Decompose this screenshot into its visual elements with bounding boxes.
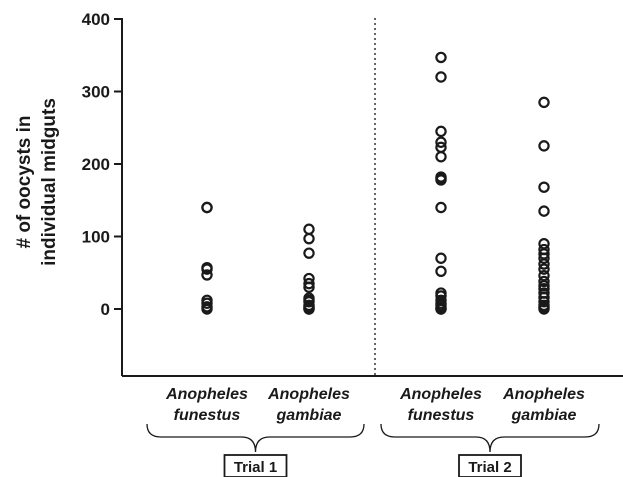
data-point [538,181,550,193]
data-point [538,140,550,152]
y-tick-label: 400 [82,10,110,29]
data-points [201,51,550,315]
data-point [538,252,550,264]
data-point [303,296,315,308]
data-point [435,51,447,64]
data-point [538,96,550,109]
category-label: Anopheles [165,386,248,403]
category-labels: Anopheles funestus Anopheles gambiae Anophel… [165,386,585,424]
data-point [435,201,447,214]
trial-label-box [458,454,522,477]
data-point [538,296,550,308]
data-point [538,205,550,217]
trial-label: Trial 1 [234,459,277,476]
data-point [435,151,447,163]
y-axis-label-line-1: # of oocysts in [14,115,35,248]
data-point [303,277,315,290]
category-label: gambiae [511,407,577,424]
category-label: funestus [174,407,241,424]
data-point [201,303,213,315]
data-point [435,71,447,83]
category-label: Anopheles [267,386,350,403]
data-point [435,136,447,148]
y-tick-label: 100 [82,228,110,247]
data-point [538,258,550,270]
data-point [201,263,213,275]
data-point [201,269,213,281]
data-point [435,125,447,138]
y-axis-label-line-2: individual midguts [39,98,60,266]
trial-brace [380,423,600,453]
data-point [303,281,315,293]
trial-label-box [223,454,288,477]
y-tick-label: 300 [82,83,110,102]
y-tick-label: 0 [101,300,110,319]
category-label: funestus [408,407,475,424]
trial-brace [146,423,365,453]
category-label: Anopheles [399,386,482,403]
y-axis: 0 100 200 300 400 [82,10,123,376]
data-point [435,174,447,186]
y-tick-label: 200 [82,155,110,174]
trial-brackets: Trial 1 Trial 2 [146,423,600,477]
category-label: Anopheles [502,386,585,403]
data-point [538,275,550,288]
trial-label: Trial 2 [468,459,511,476]
data-point [303,303,315,315]
data-point [303,247,315,259]
data-point [303,223,315,235]
data-point [303,232,315,245]
data-point [435,303,447,315]
data-point [201,201,213,214]
data-point [538,263,550,275]
category-label: gambiae [276,407,342,424]
data-point [201,297,213,309]
data-point [435,265,447,277]
data-point [538,303,550,315]
data-point [435,252,447,264]
